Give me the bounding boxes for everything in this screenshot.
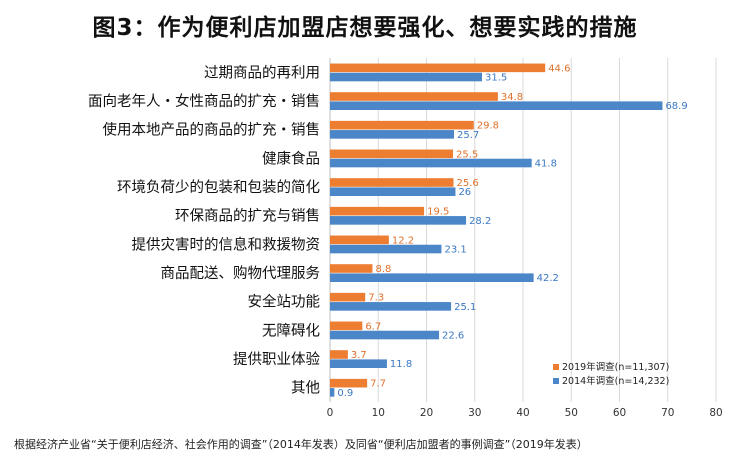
category-label: 过期商品的再利用: [204, 64, 320, 81]
bar-2019: [330, 149, 454, 159]
x-tick-label: 0: [327, 407, 334, 419]
bar-2014: [330, 72, 482, 82]
category-label: 健康食品: [262, 150, 320, 167]
x-tick-label: 10: [372, 407, 385, 419]
bar-2019: [330, 321, 363, 331]
bar-2014: [330, 388, 335, 397]
bar-2019: [330, 350, 348, 359]
data-label-2014: 41.8: [535, 159, 557, 170]
data-label-2019: 25.5: [456, 149, 478, 160]
data-label-2019: 25.6: [457, 178, 479, 189]
bar-2019: [330, 92, 498, 101]
category-label: 环境负荷少的包装和包装的简化: [117, 178, 320, 196]
category-label: 提供职业体验: [233, 351, 320, 368]
chart-title: 图3：作为便利店加盟店想要强化、想要实践的措施: [92, 15, 638, 41]
data-label-2014: 23.1: [444, 245, 466, 256]
category-label: 无障碍化: [262, 321, 320, 339]
data-label-2014: 26: [458, 187, 471, 198]
data-label-2014: 28.2: [469, 216, 491, 227]
category-label: 使用本地产品的商品的扩充・销售: [103, 122, 321, 139]
data-label-2014: 42.2: [537, 273, 559, 284]
bar-2019: [330, 206, 425, 216]
bar-2019: [330, 178, 454, 187]
legend-label-2014: 2014年调查(n=14,232): [562, 375, 669, 387]
x-tick-label: 60: [613, 407, 626, 419]
data-label-2019: 19.5: [427, 207, 449, 218]
bar-2019: [330, 378, 368, 388]
legend-swatch-2019: [553, 364, 559, 370]
bar-2019: [330, 235, 389, 245]
bar-2014: [330, 330, 440, 340]
data-label-2019: 12.2: [392, 235, 414, 246]
x-tick-label: 70: [661, 407, 674, 419]
x-tick-label: 20: [420, 407, 433, 419]
bar-2019: [330, 292, 366, 302]
x-tick-label: 50: [565, 407, 578, 419]
data-label-2019: 7.7: [370, 379, 386, 390]
data-label-2019: 29.8: [477, 121, 499, 132]
bar-2014: [330, 187, 456, 196]
data-label-2019: 8.8: [375, 264, 391, 275]
data-label-2019: 44.6: [548, 63, 570, 74]
category-label: 安全站功能: [248, 293, 321, 311]
data-label-2014: 31.5: [485, 73, 507, 84]
grid-lines: [329, 58, 717, 402]
bar-2014: [330, 302, 452, 311]
data-label-2014: 22.6: [442, 331, 464, 342]
bar-2019: [330, 120, 474, 130]
data-label-2019: 7.3: [368, 293, 384, 304]
bar-2014: [330, 158, 532, 168]
category-label: 面向老年人・女性商品的扩充・销售: [88, 92, 320, 110]
bar-2014: [330, 359, 387, 368]
data-label-2019: 34.8: [501, 92, 523, 103]
legend: 2019年调查(n=11,307) 2014年调查(n=14,232): [553, 361, 669, 387]
bars: [330, 63, 663, 397]
category-label: 其他: [291, 380, 320, 397]
x-tick-label: 40: [516, 407, 529, 419]
bar-2014: [330, 244, 442, 254]
x-tick-label: 30: [468, 407, 481, 419]
bar-2019: [330, 264, 373, 273]
data-label-2014: 68.9: [665, 101, 687, 112]
data-label-2019: 6.7: [365, 321, 381, 332]
bar-2014: [330, 273, 534, 282]
data-label-2019: 3.7: [351, 350, 367, 361]
data-label-2014: 25.7: [457, 130, 479, 141]
bar-2014: [330, 101, 663, 110]
source-footnote: 根据经济产业省“关于便利店经济、社会作用的调查”（2014年发表）及同省“便利店…: [14, 438, 588, 451]
bar-2014: [330, 216, 467, 225]
data-label-2014: 25.1: [454, 302, 476, 313]
category-label: 商品配送、购物代理服务: [161, 265, 321, 282]
legend-label-2019: 2019年调查(n=11,307): [562, 361, 669, 373]
category-label: 提供灾害时的信息和救援物资: [132, 236, 321, 253]
category-label: 环保商品的扩充与销售: [175, 208, 320, 225]
bar-2019: [330, 63, 546, 73]
x-tick-label: 80: [709, 407, 722, 419]
labels: 0 10 20 30 40 50 60 70 80 过期商品的再利用 44.6 31.5 面向老年人・女…: [88, 63, 723, 419]
data-label-2014: 11.8: [390, 359, 412, 370]
bar-2014: [330, 130, 455, 139]
legend-swatch-2014: [553, 378, 559, 384]
data-label-2014: 0.9: [337, 388, 353, 399]
